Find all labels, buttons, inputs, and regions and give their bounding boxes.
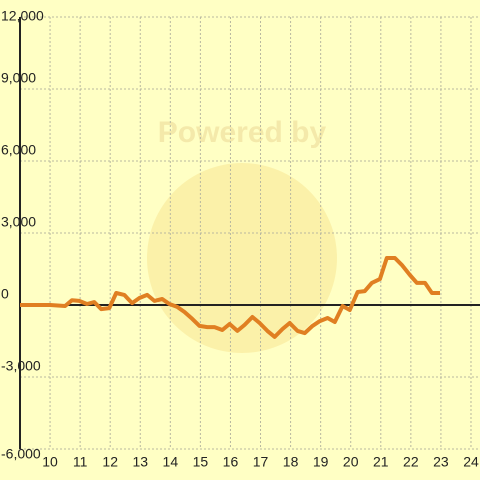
- x-tick-label: 13: [132, 454, 148, 470]
- y-tick-label: 12,000: [1, 8, 44, 24]
- x-tick-label: 12: [102, 454, 118, 470]
- x-tick-label: 21: [373, 454, 389, 470]
- x-tick-label: 10: [42, 454, 58, 470]
- x-tick-label: 16: [223, 454, 239, 470]
- y-tick-label: -6,000: [1, 446, 41, 462]
- x-tick-label: 19: [313, 454, 329, 470]
- x-tick-label: 24: [463, 454, 479, 470]
- y-tick-label: 6,000: [1, 142, 36, 158]
- x-tick-label: 20: [343, 454, 359, 470]
- x-tick-label: 14: [163, 454, 179, 470]
- y-tick-label: 3,000: [1, 214, 36, 230]
- x-tick-label: 18: [283, 454, 299, 470]
- y-tick-label: 9,000: [1, 70, 36, 86]
- x-tick-label: 11: [73, 454, 88, 470]
- y-tick-label: 0: [1, 286, 9, 302]
- watermark: Powered by: [158, 116, 327, 149]
- x-tick-label: 17: [253, 454, 269, 470]
- x-tick-label: 23: [433, 454, 449, 470]
- x-tick-label: 22: [403, 454, 419, 470]
- data-line: [20, 256, 440, 339]
- x-tick-label: 15: [193, 454, 209, 470]
